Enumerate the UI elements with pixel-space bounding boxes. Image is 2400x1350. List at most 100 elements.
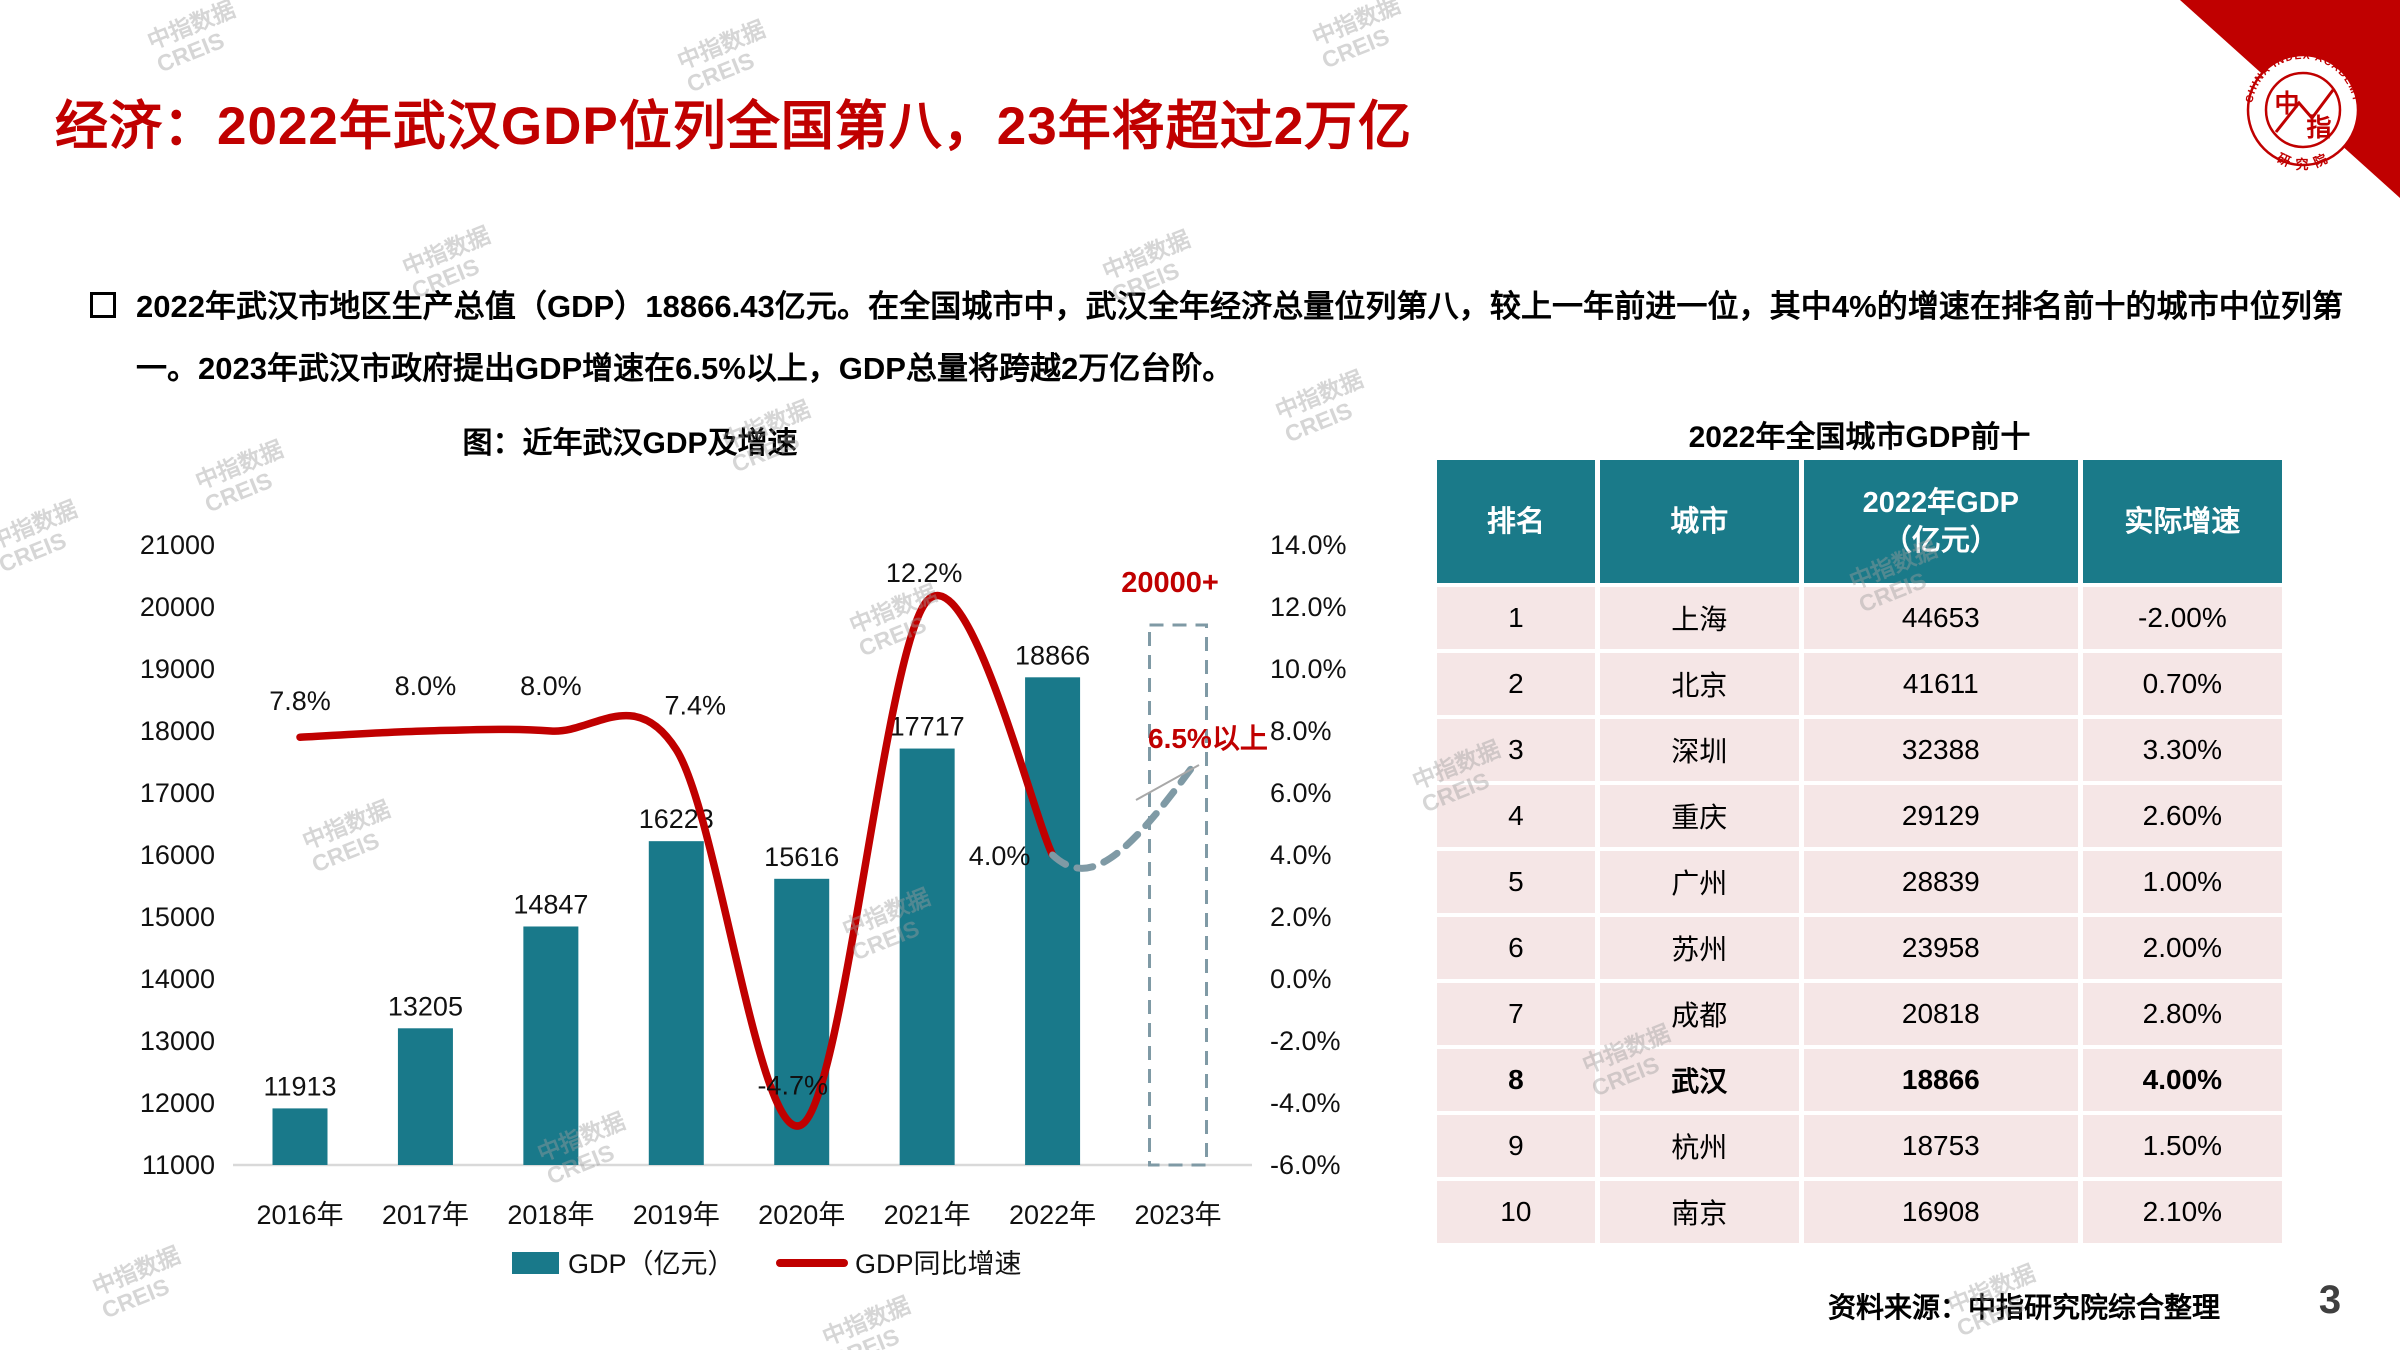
growth-point-label: 8.0% [395,671,457,701]
logo-arc-text-bottom: 研 究 院 [2275,150,2331,171]
x-axis-category: 2016年 [256,1200,343,1230]
table-cell: 8 [1437,1047,1600,1115]
table-cell: 18753 [1801,1113,2083,1181]
table-cell: 2.60% [2080,783,2282,851]
creis-watermark: 中指数据 CREIS [1308,0,1404,74]
right-axis-tick: 12.0% [1270,592,1347,622]
x-axis-category: 2023年 [1134,1200,1221,1230]
china-index-academy-logo: CHINA INDEX ACADEMY 中 指 研 究 院 [2138,0,2400,212]
table-cell: 32388 [1801,717,2083,785]
table-cell: 0.70% [2080,651,2282,719]
table-cell: 20818 [1801,981,2083,1049]
right-axis-tick: 14.0% [1270,530,1347,560]
table-row: 10 南京 16908 2.10% [1437,1179,2282,1247]
source-attribution: 资料来源：中指研究院综合整理 [1827,1292,2220,1323]
table-cell: 深圳 [1597,717,1804,785]
table-cell: 1 [1437,585,1600,653]
left-axis-tick: 16000 [140,840,215,870]
table-cell: 2.00% [2080,915,2282,983]
table-cell: 苏州 [1597,915,1804,983]
table-cell: 2.10% [2080,1179,2282,1247]
left-axis-tick: 17000 [140,778,215,808]
table-cell: 41611 [1801,651,2083,719]
gdp-bar-label: 13205 [388,991,463,1021]
table-title: 2022年全国城市GDP前十 [1688,421,2031,454]
legend-bar-label: GDP（亿元） [568,1249,735,1279]
page-number: 3 [2318,1278,2342,1322]
left-axis-tick: 12000 [140,1088,215,1118]
right-axis-tick: -4.0% [1270,1088,1341,1118]
gdp-bar-label: 11913 [263,1071,336,1101]
gdp-bar-label: 18866 [1015,640,1090,670]
gdp-bar [899,748,955,1165]
right-axis-tick: -6.0% [1270,1150,1341,1180]
growth-line [296,592,1057,1130]
gdp-bar [272,1108,328,1165]
forecast-leader-line [1135,764,1200,801]
table-cell: 18866 [1801,1047,2083,1115]
table-cell: 上海 [1597,585,1804,653]
table-row: 7 成都 20818 2.80% [1437,981,2282,1049]
x-axis-category: 2022年 [1009,1200,1096,1230]
gdp-bar [523,926,579,1165]
table-row: 9 杭州 18753 1.50% [1437,1113,2282,1181]
table-cell: 杭州 [1597,1113,1804,1181]
forecast-bar-label: 20000+ [1121,567,1219,599]
table-cell: 4.00% [2080,1047,2282,1115]
left-axis-tick: 14000 [140,964,215,994]
logo-graphic: CHINA INDEX ACADEMY 中 指 研 究 院 [2180,0,2400,198]
table-cell: 29129 [1801,783,2083,851]
right-axis-tick: 2.0% [1270,902,1332,932]
x-axis-category: 2020年 [758,1200,845,1230]
left-axis-tick: 21000 [140,530,215,560]
gdp-bar [1025,677,1081,1165]
left-axis-tick: 13000 [140,1026,215,1056]
gdp-bar [397,1028,453,1165]
right-axis-tick: 4.0% [1270,840,1332,870]
logo-trend-mark [2274,89,2335,133]
table-header-cell: 城市 [1597,460,1804,587]
table-cell: 广州 [1597,849,1804,917]
table-cell: 武汉 [1597,1047,1804,1115]
table-cell: 6 [1437,915,1600,983]
table-cell: 2.80% [2080,981,2282,1049]
table-cell: 9 [1437,1113,1600,1181]
table-row: 3 深圳 32388 3.30% [1437,717,2282,785]
table-header-cell: 排名 [1437,460,1600,587]
legend-line-label: GDP同比增速 [855,1249,1022,1279]
table-row: 5 广州 28839 1.00% [1437,849,2282,917]
left-axis-tick: 18000 [140,716,215,746]
chart-title: 图：近年武汉GDP及增速 [462,427,798,460]
table-cell: 3.30% [2080,717,2282,785]
table-cell: -2.00% [2080,585,2282,653]
left-axis-tick: 20000 [140,592,215,622]
growth-point-label: 12.2% [886,558,963,588]
left-axis-tick: 11000 [142,1150,215,1180]
right-axis-tick: 6.0% [1270,778,1332,808]
table-cell: 南京 [1597,1179,1804,1247]
forecast-growth-line [1049,758,1200,872]
creis-watermark: 中指数据 CREIS [0,495,81,578]
gdp-top10-table: 排名 城市 2022年GDP （亿元） 实际增速 1 上海 44653 -2.00% 2 北京 4… [1437,460,2282,1247]
table-row: 4 重庆 29129 2.60% [1437,783,2282,851]
growth-point-label: 8.0% [520,671,582,701]
bullet-paragraph: 2022年武汉市地区生产总值（GDP）18866.43亿元。在全国城市中，武汉全… [136,289,2343,386]
table-cell: 5 [1437,849,1600,917]
table-row: 6 苏州 23958 2.00% [1437,915,2282,983]
forecast-growth-label: 6.5%以上 [1148,723,1268,754]
table-row: 1 上海 44653 -2.00% [1437,585,2282,653]
table-cell: 16908 [1801,1179,2083,1247]
x-axis-category: 2017年 [382,1200,469,1230]
page-title: 经济：2022年武汉GDP位列全国第八，23年将超过2万亿 [55,97,1413,156]
gdp-bar [648,841,704,1165]
x-axis-category: 2019年 [633,1200,720,1230]
bullet-square-icon [90,292,116,318]
table-cell: 北京 [1597,651,1804,719]
table-cell: 4 [1437,783,1600,851]
creis-watermark: 中指数据 CREIS [143,0,239,78]
growth-point-label: 4.0% [969,841,1031,871]
left-axis-tick: 19000 [140,654,215,684]
gdp-bar-label: 15616 [764,842,839,872]
right-axis-tick: 8.0% [1270,716,1332,746]
table-row: 2 北京 41611 0.70% [1437,651,2282,719]
